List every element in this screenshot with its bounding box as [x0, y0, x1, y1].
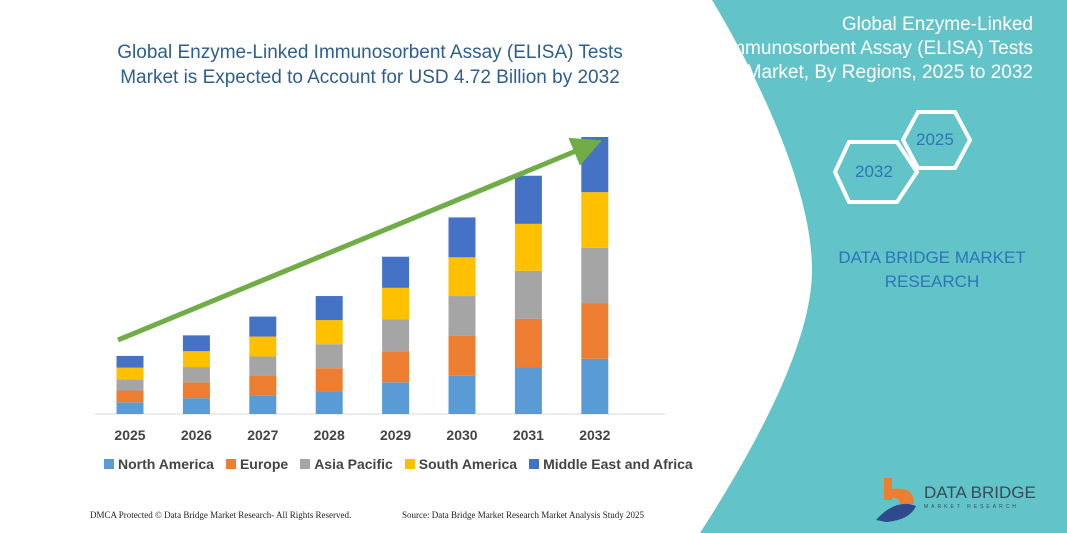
legend-swatch: [225, 459, 236, 469]
legend-swatch: [300, 459, 311, 469]
bar-segment-2027-europe: [249, 375, 277, 396]
bar-segment-2029-europe: [382, 351, 410, 383]
bar-segment-2028-europe: [315, 368, 343, 392]
hex-2025: [900, 110, 973, 170]
legend-item: Middle East and Africa: [529, 456, 693, 472]
bar-segment-2030-europe: [448, 335, 476, 376]
side-panel-shape: [700, 0, 1067, 533]
bar-segment-2027-north-america: [249, 395, 277, 414]
bar-segment-2032-north-america: [581, 358, 609, 414]
bar-segment-2025-middle-east-and-africa: [116, 355, 144, 368]
bar-segment-2025-asia-pacific: [116, 379, 144, 391]
hex-label-2025: 2025: [916, 130, 954, 149]
legend-swatch: [404, 459, 415, 469]
bar-segment-2027-middle-east-and-africa: [249, 316, 277, 337]
bar-segment-2025-south-america: [116, 367, 144, 380]
bar-segment-2031-asia-pacific: [514, 270, 542, 319]
bar-segment-2025-europe: [116, 390, 144, 403]
bar-segment-2029-south-america: [382, 287, 410, 320]
bar-segment-2029-asia-pacific: [382, 319, 410, 352]
legend: North America Europe Asia Pacific South Ame…: [104, 456, 693, 472]
bar-segment-2031-europe: [514, 318, 542, 368]
legend-swatch: [529, 459, 540, 469]
hex-2032: [832, 140, 920, 204]
bar-segment-2031-south-america: [514, 223, 542, 271]
bar-segment-2028-middle-east-and-africa: [315, 296, 343, 321]
x-tick-label: 2025: [114, 427, 145, 443]
bar-segment-2032-europe: [581, 303, 609, 359]
bar-segment-2026-asia-pacific: [182, 367, 210, 383]
footer-copyright: DMCA Protected © Data Bridge Market Rese…: [90, 510, 352, 520]
bar-segment-2027-asia-pacific: [249, 356, 277, 376]
bar-segment-2028-asia-pacific: [315, 344, 343, 369]
logo-icon: [876, 478, 916, 522]
bar-segment-2029-middle-east-and-africa: [382, 256, 410, 288]
legend-label: North America: [118, 456, 214, 472]
trend-arrow: [117, 137, 602, 343]
x-tick-label: 2029: [380, 427, 411, 443]
legend-item: Europe: [225, 456, 289, 472]
bar-segment-2030-north-america: [448, 375, 476, 414]
bar-segment-2027-south-america: [249, 336, 277, 357]
logo-text: DATA BRIDGE: [924, 483, 1036, 502]
bar-segment-2029-north-america: [382, 382, 410, 414]
stacked-bar-chart: 2025 2026 2027 2028 2029 2030 2031 2032: [95, 137, 665, 443]
x-tick-label: 2026: [181, 427, 212, 443]
side-panel-title: Global Enzyme-Linked Immunosorbent Assay…: [723, 14, 1033, 83]
bar-segment-2032-asia-pacific: [581, 247, 609, 304]
hex-label-2032: 2032: [855, 162, 893, 181]
x-tick-label: 2027: [247, 427, 278, 443]
bar-segment-2026-north-america: [182, 398, 210, 414]
bar-segment-2026-europe: [182, 382, 210, 399]
bar-segment-2030-middle-east-and-africa: [448, 217, 476, 258]
bar-segment-2031-north-america: [514, 367, 542, 414]
bar-segment-2026-south-america: [182, 351, 210, 368]
legend-label: Asia Pacific: [314, 456, 393, 472]
legend-label: Middle East and Africa: [543, 456, 693, 472]
footer-source: Source: Data Bridge Market Research Mark…: [402, 510, 644, 520]
bar-segment-2032-south-america: [581, 192, 609, 248]
legend-item: Asia Pacific: [300, 456, 393, 472]
x-tick-label: 2031: [513, 427, 544, 443]
legend-item: North America: [104, 456, 214, 472]
x-tick-label: 2028: [314, 427, 345, 443]
x-tick-label: 2032: [579, 427, 610, 443]
logo-subtext: MARKET RESEARCH: [924, 504, 1019, 510]
bar-segment-2028-north-america: [315, 391, 343, 414]
bar-segment-2031-middle-east-and-africa: [514, 175, 542, 224]
legend-label: South America: [418, 456, 518, 472]
legend-item: South America: [404, 456, 518, 472]
bar-segment-2026-middle-east-and-africa: [182, 335, 210, 352]
x-tick-label: 2030: [446, 427, 477, 443]
bar-segment-2030-south-america: [448, 257, 476, 297]
chart-title: Global Enzyme-Linked Immunosorbent Assay…: [117, 42, 623, 88]
legend-label: Europe: [239, 456, 289, 472]
bar-segment-2025-north-america: [116, 402, 144, 414]
bar-segment-2030-asia-pacific: [448, 296, 476, 336]
bar-segment-2028-south-america: [315, 320, 343, 345]
brand-text: DATA BRIDGE MARKET RESEARCH: [838, 248, 1026, 291]
legend-swatch: [104, 459, 114, 469]
